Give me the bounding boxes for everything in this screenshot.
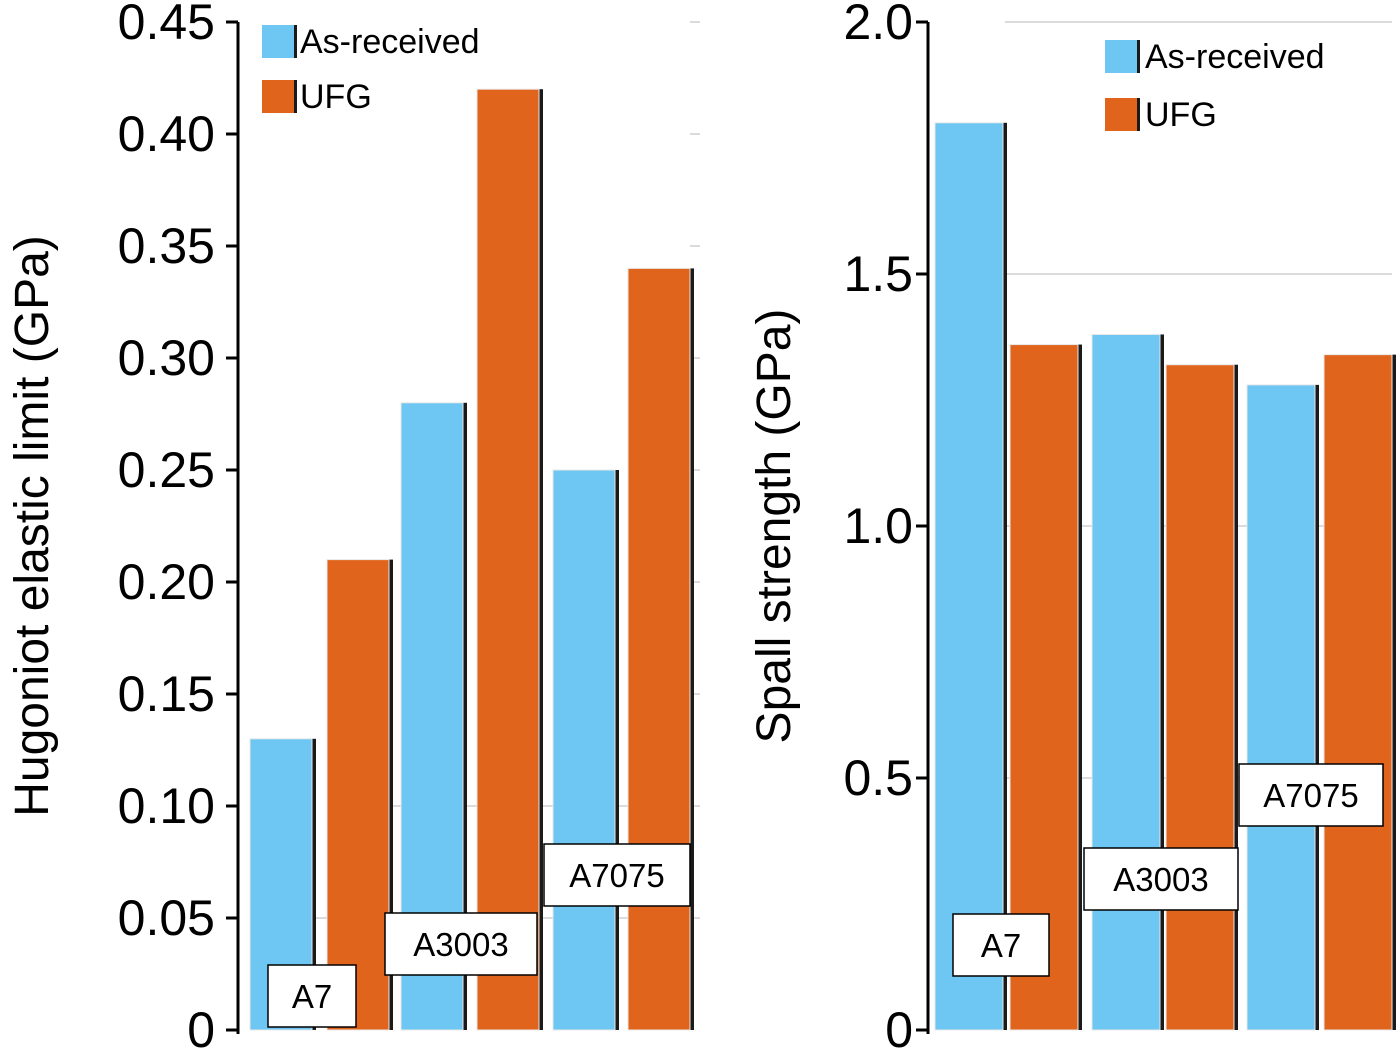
hel-ytick-label: 0.05	[118, 890, 215, 946]
hel-category-box	[384, 912, 538, 976]
spall-bar-as-received-a3003	[1091, 333, 1161, 1031]
hel-legend-label: UFG	[300, 78, 372, 116]
hel-bar-ufg-a7075	[627, 267, 691, 1031]
spall-bar-ufg-a7075	[1323, 354, 1393, 1031]
hel-category-box	[267, 964, 357, 1028]
spall-category-label: A7075	[1263, 777, 1358, 814]
hel-ytick-label: 0.45	[118, 0, 215, 50]
spall-legend-swatch	[1105, 98, 1137, 131]
hel-chart: 0 0.05 0.10 0.15 0.20 0.25 0.30 0.35 0.40 0.45 Hug…	[6, 0, 700, 1058]
hel-category-label: A7	[292, 978, 332, 1015]
hel-category-box	[543, 843, 691, 907]
spall-ytick-label: 1.5	[843, 246, 913, 302]
hel-ytick-label: 0.10	[118, 778, 215, 834]
hel-legend-label: As-received	[300, 23, 480, 61]
spall-y-axis-label: Spall strength (GPa)	[748, 309, 801, 744]
spall-legend-swatch	[1105, 40, 1137, 73]
hel-ytick-label: 0.15	[118, 666, 215, 722]
spall-legend-label: UFG	[1145, 96, 1217, 134]
spall-ytick-label: 0.5	[843, 750, 913, 806]
hel-ytick-label: 0.20	[118, 554, 215, 610]
spall-ytick-label: 2.0	[843, 0, 913, 50]
spall-category-label: A7	[981, 927, 1021, 964]
hel-ytick-label: 0.40	[118, 106, 215, 162]
hel-bar-ufg-a7	[326, 559, 390, 1031]
spall-category-label: A3003	[1113, 861, 1208, 898]
hel-ytick-label: 0.30	[118, 330, 215, 386]
hel-bar-as-received-a7075	[552, 469, 616, 1031]
hel-category-label: A3003	[413, 926, 508, 963]
spall-category-box	[1083, 847, 1239, 911]
spall-chart: 0 0.5 1.0 1.5 2.0 Spall strength (GPa) As-rece…	[748, 0, 1396, 1058]
hel-category-label: A7075	[569, 857, 664, 894]
spall-category-box	[952, 913, 1050, 977]
hel-ytick-label: 0	[187, 1002, 215, 1058]
spall-category-box	[1238, 763, 1384, 827]
hel-bar-ufg-a3003	[476, 88, 540, 1031]
spall-legend-label: As-received	[1145, 38, 1325, 76]
spall-bar-ufg-a3003	[1165, 364, 1235, 1031]
hel-ytick-label: 0.35	[118, 218, 215, 274]
spall-bar-as-received-a7	[934, 122, 1004, 1031]
spall-ytick-label: 0	[885, 1002, 913, 1058]
hel-ytick-label: 0.25	[118, 442, 215, 498]
spall-bar-as-received-a7075	[1246, 384, 1316, 1031]
hel-y-axis-label: Hugoniot elastic limit (GPa)	[6, 235, 59, 817]
hel-legend-swatch	[262, 25, 294, 58]
spall-ytick-label: 1.0	[843, 498, 913, 554]
hel-legend-swatch	[262, 80, 294, 113]
